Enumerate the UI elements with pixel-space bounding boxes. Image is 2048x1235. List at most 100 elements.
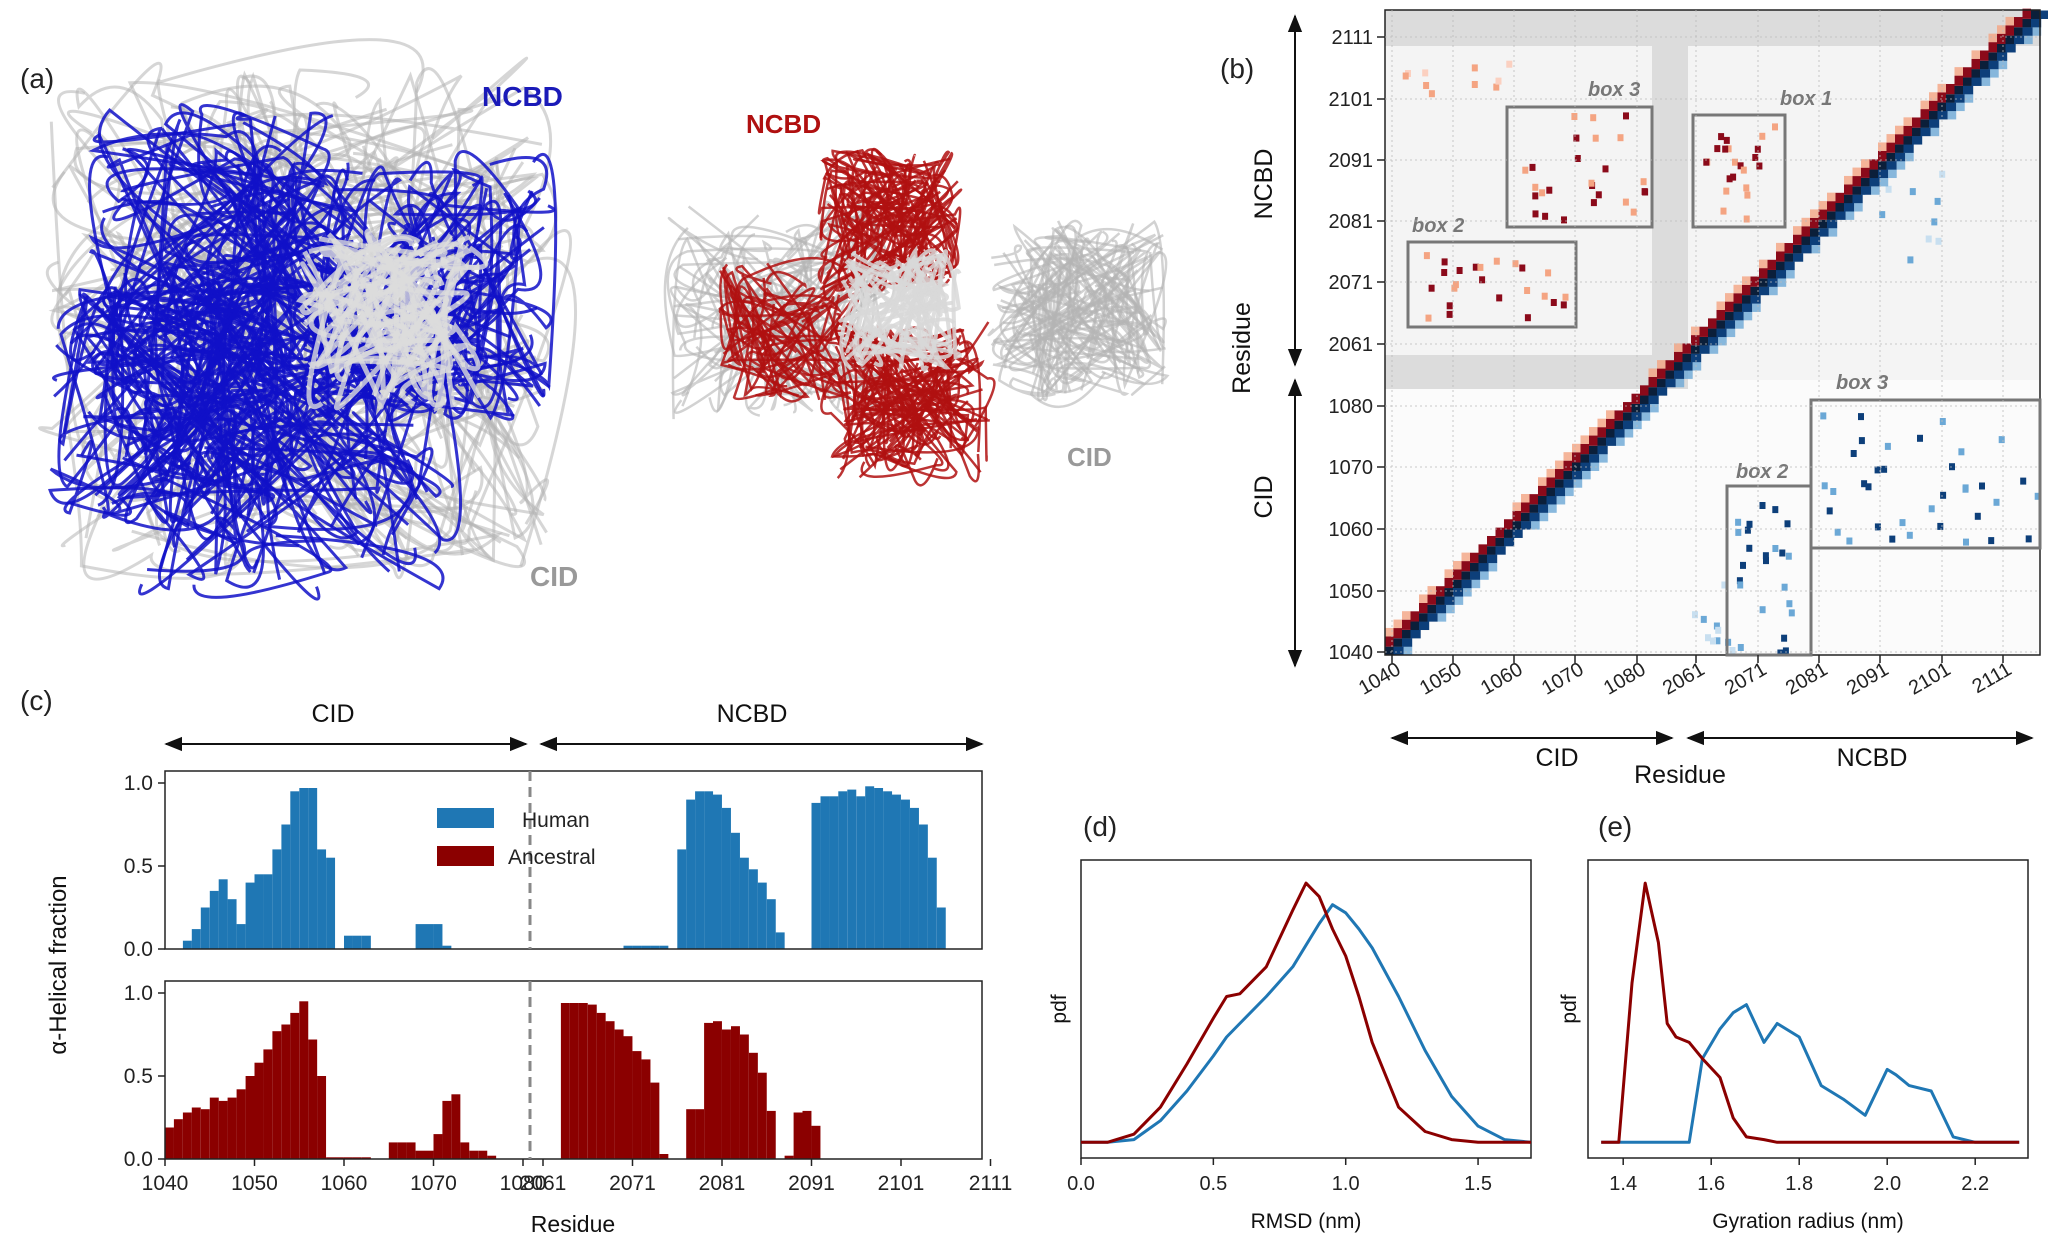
helix-bar (218, 1100, 228, 1159)
contact-cell-human-light (1624, 429, 1634, 438)
contact-cell-human (1606, 437, 1617, 446)
contact-cell-diagonal (1767, 269, 1776, 279)
contact-cell-human (1767, 278, 1778, 287)
contact-cell-human-light (1633, 420, 1642, 430)
contact-cell-human-light (1777, 278, 1787, 287)
ncbd-trace-right (847, 329, 962, 433)
helix-bar (424, 924, 434, 949)
contact-cell-ancestral (1716, 309, 1725, 321)
contact-cell-diagonal (2031, 10, 2040, 19)
helix-bar (344, 935, 353, 949)
contact-cell (1988, 537, 1995, 545)
contact-cell (1541, 292, 1548, 300)
contact-cell (1588, 179, 1595, 187)
pdf-curve-ancestral (1601, 881, 2020, 1144)
contact-cell (1561, 216, 1567, 224)
ncbd-trace-left (58, 286, 272, 507)
box-2-lower-label: box 2 (1736, 461, 1788, 483)
contact-cell-ancestral-light (2005, 16, 2014, 26)
contact-cell (1700, 615, 1707, 623)
contact-cell-human-light (2024, 35, 2033, 45)
b-x-tick-label: 2071 (1721, 658, 1771, 699)
contact-cell-diagonal (1512, 521, 1521, 530)
contact-map: box 1 box 3 box 2 box 3 box 2 (1384, 8, 2048, 657)
contact-cell (1781, 583, 1788, 591)
helix-bar (460, 1142, 470, 1159)
helix-bar (344, 1157, 353, 1159)
contact-cell (1826, 507, 1833, 515)
contact-cell (1471, 64, 1478, 72)
helix-bar (227, 1097, 237, 1159)
contact-cell-ancestral (1776, 251, 1785, 262)
contact-cell (1899, 519, 1906, 527)
contact-cell (1974, 512, 1981, 520)
ncbd-trace-right (844, 150, 941, 261)
contact-cell-ancestral-light (1929, 92, 1938, 101)
contact-cell-diagonal (1946, 94, 1955, 103)
ncbd-trace-left (172, 376, 442, 555)
helix-bar (713, 794, 722, 949)
contact-cell-ancestral (1665, 360, 1674, 371)
contact-cell-human (1648, 395, 1659, 405)
contact-cell (1834, 528, 1841, 536)
contact-cell-ancestral-light (1402, 611, 1411, 620)
helix-bar (587, 1004, 597, 1159)
helix-bar (829, 796, 839, 949)
contact-cell (1592, 134, 1599, 142)
contact-cell-ancestral (1937, 92, 1946, 103)
contact-cell-ancestral-light (1453, 560, 1462, 570)
cid-trace-left (109, 203, 486, 547)
contact-cell-human (1614, 429, 1625, 438)
ncbd-trace-right (875, 150, 963, 273)
helix-bar (254, 874, 264, 949)
contact-cell-human-light (1437, 613, 1447, 622)
b-x-tick-label: 1070 (1538, 658, 1588, 699)
contact-cell (1939, 418, 1946, 425)
contact-cell (2034, 492, 2041, 500)
helix-bar (659, 1154, 669, 1159)
helix-core-right (847, 275, 928, 352)
contact-cell-human (1470, 571, 1481, 580)
b-cid-x-label: CID (1535, 744, 1578, 772)
helix-core-right (903, 317, 956, 354)
contact-cell-ancestral (2005, 25, 2014, 36)
contact-cell (1940, 491, 1947, 499)
contact-cell-diagonal (1852, 186, 1861, 195)
contact-cell-diagonal (1963, 77, 1972, 86)
contact-cell (1743, 215, 1750, 223)
contact-cell-ancestral (1657, 368, 1666, 379)
contact-cell (1740, 561, 1746, 569)
helix-bar (865, 786, 875, 949)
contact-cell-human (1708, 336, 1719, 346)
contact-cell-ancestral-light (1589, 427, 1598, 436)
x-tick-label: 2.0 (1873, 1173, 1901, 1195)
contact-cell-ancestral-light (1903, 117, 1912, 126)
helix-bar (397, 1142, 407, 1159)
contact-cell-diagonal (1648, 387, 1657, 396)
contact-cell-human (1716, 328, 1727, 338)
c-y-tick-label: 0.0 (124, 1148, 153, 1171)
helix-bar (641, 1059, 651, 1159)
helix-bar (722, 807, 731, 949)
contact-cell (1623, 112, 1629, 120)
contact-cell-human (1886, 161, 1897, 170)
contact-cell-diagonal (1623, 412, 1632, 421)
contact-cell-diagonal (1436, 596, 1445, 605)
contact-cell-human-light (1480, 571, 1489, 580)
contact-cell (1451, 284, 1458, 292)
helix-bar (686, 799, 696, 949)
contact-cell-ancestral-light (1971, 50, 1980, 59)
helix-bar (918, 824, 928, 949)
contact-cell-human (1512, 529, 1523, 538)
contact-cell-diagonal (1708, 328, 1717, 338)
contact-cell-human-light (1769, 286, 1778, 296)
contact-cell-ancestral-light (1733, 284, 1742, 294)
contact-cell-ancestral (1674, 351, 1683, 363)
b-x-tick-label: 1080 (1600, 658, 1650, 699)
contact-cell (1958, 448, 1965, 456)
helix-bar (695, 791, 705, 949)
contact-cell-human-light (1599, 454, 1608, 463)
helix-bar (731, 1026, 740, 1159)
contact-cell-ancestral-light (1886, 134, 1895, 143)
contact-cell-ancestral (2014, 17, 2023, 28)
